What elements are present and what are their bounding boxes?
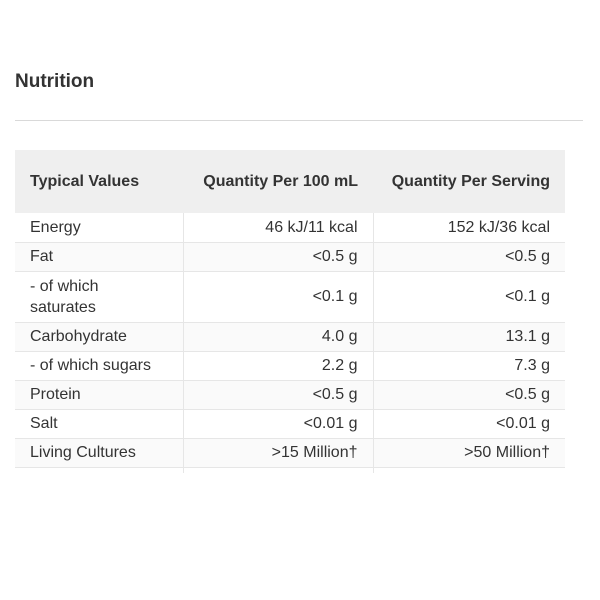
table-bottom-spacer: [15, 466, 565, 473]
table-row: - of which sugars 2.2 g 7.3 g: [15, 350, 565, 380]
per-serving-value: 152 kJ/36 kcal: [372, 213, 565, 242]
section-title: Nutrition: [15, 71, 95, 92]
nutrient-name: Salt: [15, 408, 183, 438]
nutrient-name: - of which saturates: [15, 270, 183, 322]
header-typical-values: Typical Values: [30, 172, 140, 190]
nutrient-name: Living Cultures: [15, 437, 183, 467]
per-serving-value: <0.01 g: [372, 408, 565, 438]
per-100ml-value: 2.2 g: [182, 350, 373, 380]
table-row: Living Cultures >15 Million† >50 Million…: [15, 437, 565, 467]
nutrient-name: - of which sugars: [15, 350, 183, 380]
per-serving-value: >50 Million†: [372, 437, 565, 467]
per-100ml-value: <0.1 g: [182, 270, 373, 322]
table-row: Carbohydrate 4.0 g 13.1 g: [15, 321, 565, 351]
nutrition-table: Typical Values Quantity Per 100 mL Quant…: [15, 150, 565, 473]
table-row: - of which saturates <0.1 g <0.1 g: [15, 270, 565, 322]
per-serving-value: 7.3 g: [372, 350, 565, 380]
nutrient-name: Protein: [15, 379, 183, 409]
per-serving-value: 13.1 g: [372, 321, 565, 351]
per-100ml-value: <0.01 g: [182, 408, 373, 438]
table-row: Salt <0.01 g <0.01 g: [15, 408, 565, 438]
header-quantity-per-100ml: Quantity Per 100 mL: [203, 172, 358, 190]
table-header-row: Typical Values Quantity Per 100 mL Quant…: [15, 150, 565, 213]
per-100ml-value: <0.5 g: [182, 241, 373, 271]
per-100ml-value: 46 kJ/11 kcal: [182, 213, 373, 242]
per-serving-value: <0.5 g: [372, 241, 565, 271]
per-100ml-value: <0.5 g: [182, 379, 373, 409]
per-100ml-value: >15 Million†: [182, 437, 373, 467]
title-divider: [15, 120, 583, 121]
table-row: Energy 46 kJ/11 kcal 152 kJ/36 kcal: [15, 213, 565, 242]
table-row: Protein <0.5 g <0.5 g: [15, 379, 565, 409]
header-quantity-per-serving: Quantity Per Serving: [391, 172, 550, 190]
nutrient-name: Energy: [30, 218, 81, 236]
per-serving-value: <0.5 g: [372, 379, 565, 409]
per-serving-value: <0.1 g: [372, 270, 565, 322]
table-row: Fat <0.5 g <0.5 g: [15, 241, 565, 271]
nutrient-name: Carbohydrate: [15, 321, 183, 351]
per-100ml-value: 4.0 g: [182, 321, 373, 351]
nutrient-name: Fat: [15, 241, 183, 271]
